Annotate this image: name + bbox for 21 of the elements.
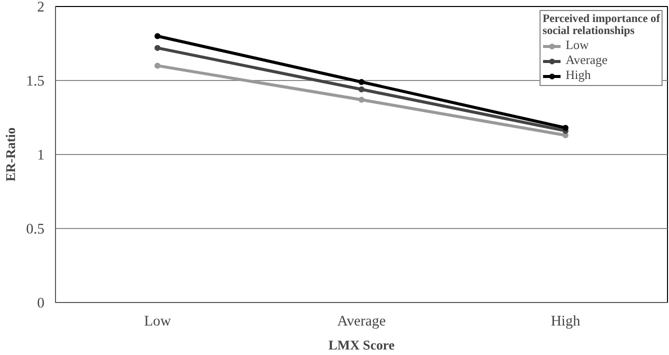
legend-label: High xyxy=(566,68,591,83)
point xyxy=(154,62,160,69)
y-axis-title: ER-Ratio xyxy=(3,127,18,182)
point xyxy=(154,44,160,51)
legend-label: Average xyxy=(566,53,608,68)
y-tick-label: 2 xyxy=(37,0,44,16)
x-tick-label: High xyxy=(550,314,581,330)
legend-title: Perceived importance of social relationships xyxy=(542,13,660,37)
y-tick-label: 0.5 xyxy=(26,222,45,238)
point xyxy=(562,124,568,131)
point xyxy=(154,33,160,40)
y-tick-label: 1 xyxy=(37,148,44,164)
legend-label: Low xyxy=(566,38,589,53)
y-tick-label: 0 xyxy=(37,296,44,312)
x-tick-label: Low xyxy=(144,314,172,330)
point xyxy=(358,86,364,92)
point xyxy=(358,96,364,103)
y-tick-label: 1.5 xyxy=(26,74,45,90)
x-axis-title: LMX Score xyxy=(328,338,395,352)
x-tick-label: Average xyxy=(337,314,386,330)
point xyxy=(358,78,364,85)
